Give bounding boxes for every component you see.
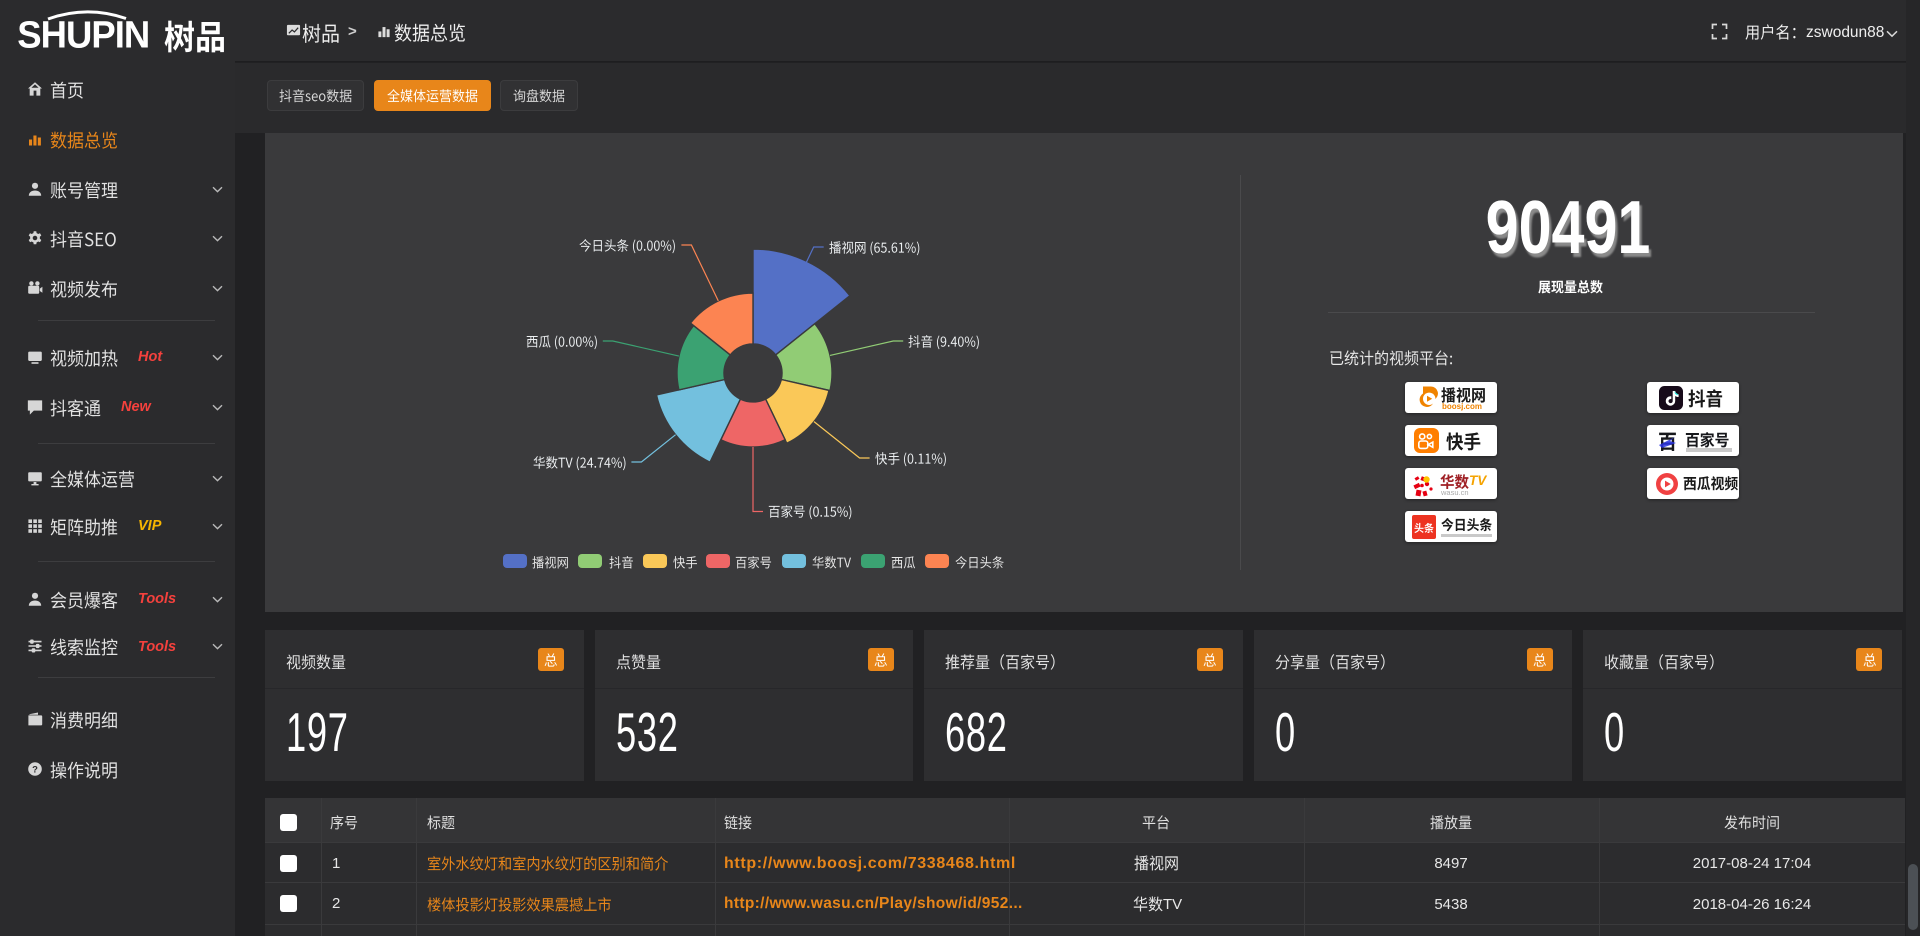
svg-text:SHUPIN: SHUPIN xyxy=(17,13,149,55)
svg-text:?: ? xyxy=(32,764,38,775)
